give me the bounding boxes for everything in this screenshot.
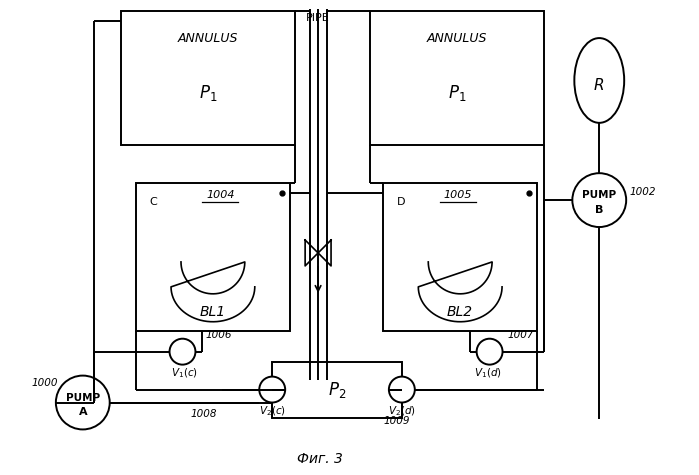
Text: $P_1$: $P_1$ <box>199 83 217 103</box>
Text: $P_1$: $P_1$ <box>448 83 466 103</box>
Text: A: A <box>78 408 87 418</box>
Text: B: B <box>595 205 603 215</box>
Circle shape <box>170 339 196 365</box>
Text: BL1: BL1 <box>200 305 226 319</box>
Text: 1008: 1008 <box>190 409 217 419</box>
Bar <box>383 183 538 331</box>
Text: Фиг. 3: Фиг. 3 <box>297 452 343 466</box>
Circle shape <box>56 376 110 429</box>
Bar <box>121 10 295 145</box>
Text: PUMP: PUMP <box>582 190 617 200</box>
Text: ANNULUS: ANNULUS <box>427 32 487 45</box>
Text: 1000: 1000 <box>31 378 58 388</box>
Circle shape <box>259 377 285 402</box>
Text: $V_2(c)$: $V_2(c)$ <box>259 405 286 418</box>
Text: 1006: 1006 <box>206 330 232 340</box>
Text: $V_1(c)$: $V_1(c)$ <box>171 367 198 380</box>
Bar <box>370 10 545 145</box>
Text: BL2: BL2 <box>447 305 473 319</box>
Text: 1007: 1007 <box>507 330 534 340</box>
Circle shape <box>572 173 626 227</box>
Text: D: D <box>397 197 405 207</box>
Text: 1004: 1004 <box>206 190 235 200</box>
Text: 1005: 1005 <box>443 190 472 200</box>
Text: PUMP: PUMP <box>66 392 100 402</box>
Bar <box>136 183 290 331</box>
Ellipse shape <box>575 38 624 123</box>
Text: PIPE: PIPE <box>306 13 330 23</box>
Text: C: C <box>150 197 157 207</box>
Text: ANNULUS: ANNULUS <box>178 32 238 45</box>
Circle shape <box>477 339 503 365</box>
Text: $V_1(d)$: $V_1(d)$ <box>474 367 501 380</box>
Text: $V_2(d)$: $V_2(d)$ <box>388 405 416 418</box>
Text: 1002: 1002 <box>629 187 656 197</box>
Text: 1009: 1009 <box>384 417 410 427</box>
Bar <box>272 361 402 418</box>
Text: R: R <box>594 78 605 93</box>
Text: $P_2$: $P_2$ <box>328 380 346 400</box>
Circle shape <box>389 377 415 402</box>
